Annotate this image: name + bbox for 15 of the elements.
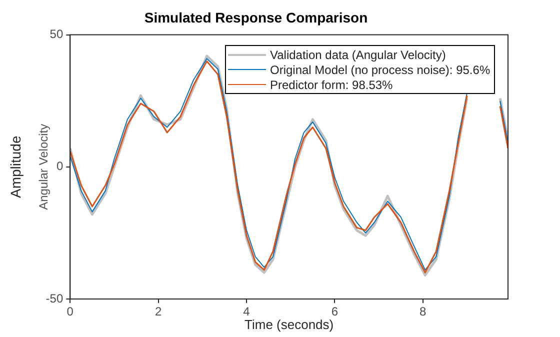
x-tick-label: 6: [331, 304, 338, 319]
x-axis-title: Time (seconds): [244, 316, 334, 332]
y-tick-label: 0: [56, 159, 64, 174]
y-tick-label: -50: [46, 291, 64, 306]
y-tick-label: 50: [50, 27, 64, 42]
x-tick-label: 4: [243, 304, 250, 319]
x-tick-label: 2: [154, 304, 162, 319]
text: Angular Velocity: [36, 124, 50, 210]
x-tick-label: 0: [66, 304, 74, 319]
y-axis-title: Amplitude: [7, 136, 24, 198]
legend-label: Predictor form: 98.53%: [270, 78, 393, 92]
chart-title: Simulated Response Comparison: [144, 9, 368, 26]
legend-label: Validation data (Angular Velocity): [270, 48, 446, 62]
x-tick-label: 8: [420, 304, 427, 319]
legend-label: Original Model (no process noise): 95.6%: [270, 62, 490, 76]
